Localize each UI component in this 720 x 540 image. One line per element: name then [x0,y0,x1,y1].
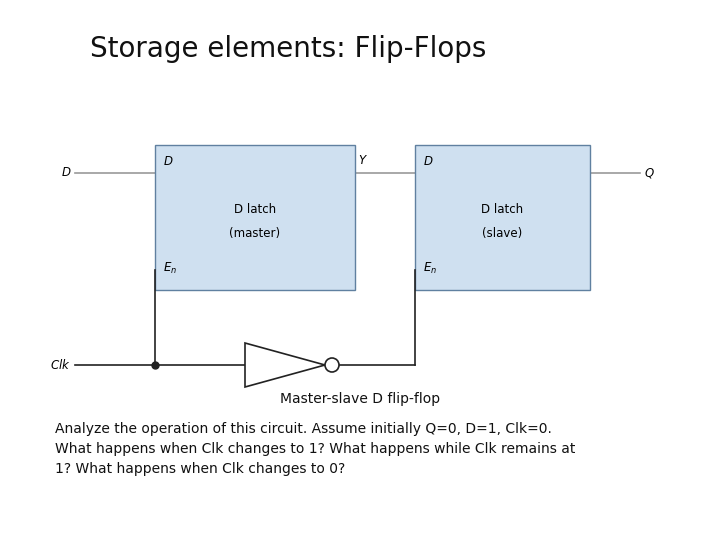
Text: Analyze the operation of this circuit. Assume initially Q=0, D=1, Clk=0.: Analyze the operation of this circuit. A… [55,422,552,436]
Text: $E_n$: $E_n$ [423,261,437,276]
Text: Storage elements: Flip-Flops: Storage elements: Flip-Flops [90,35,487,63]
Text: (slave): (slave) [482,227,523,240]
Text: $D$: $D$ [163,155,174,168]
Text: 1? What happens when Clk changes to 0?: 1? What happens when Clk changes to 0? [55,462,346,476]
Text: (master): (master) [230,227,281,240]
Text: What happens when Clk changes to 1? What happens while Clk remains at: What happens when Clk changes to 1? What… [55,442,575,456]
Circle shape [325,358,339,372]
Bar [155,145,355,290]
Polygon shape [245,343,325,387]
Text: D latch: D latch [234,203,276,216]
Text: $D$: $D$ [60,166,71,179]
Text: D latch: D latch [482,203,523,216]
Text: Master-slave D flip-flop: Master-slave D flip-flop [280,392,440,406]
Text: $Q$: $Q$ [644,166,654,180]
Text: $D$: $D$ [423,155,433,168]
Text: $E_n$: $E_n$ [163,261,177,276]
Bar [415,145,590,290]
Text: $Y$: $Y$ [358,154,368,167]
Text: $Clk$: $Clk$ [50,358,71,372]
